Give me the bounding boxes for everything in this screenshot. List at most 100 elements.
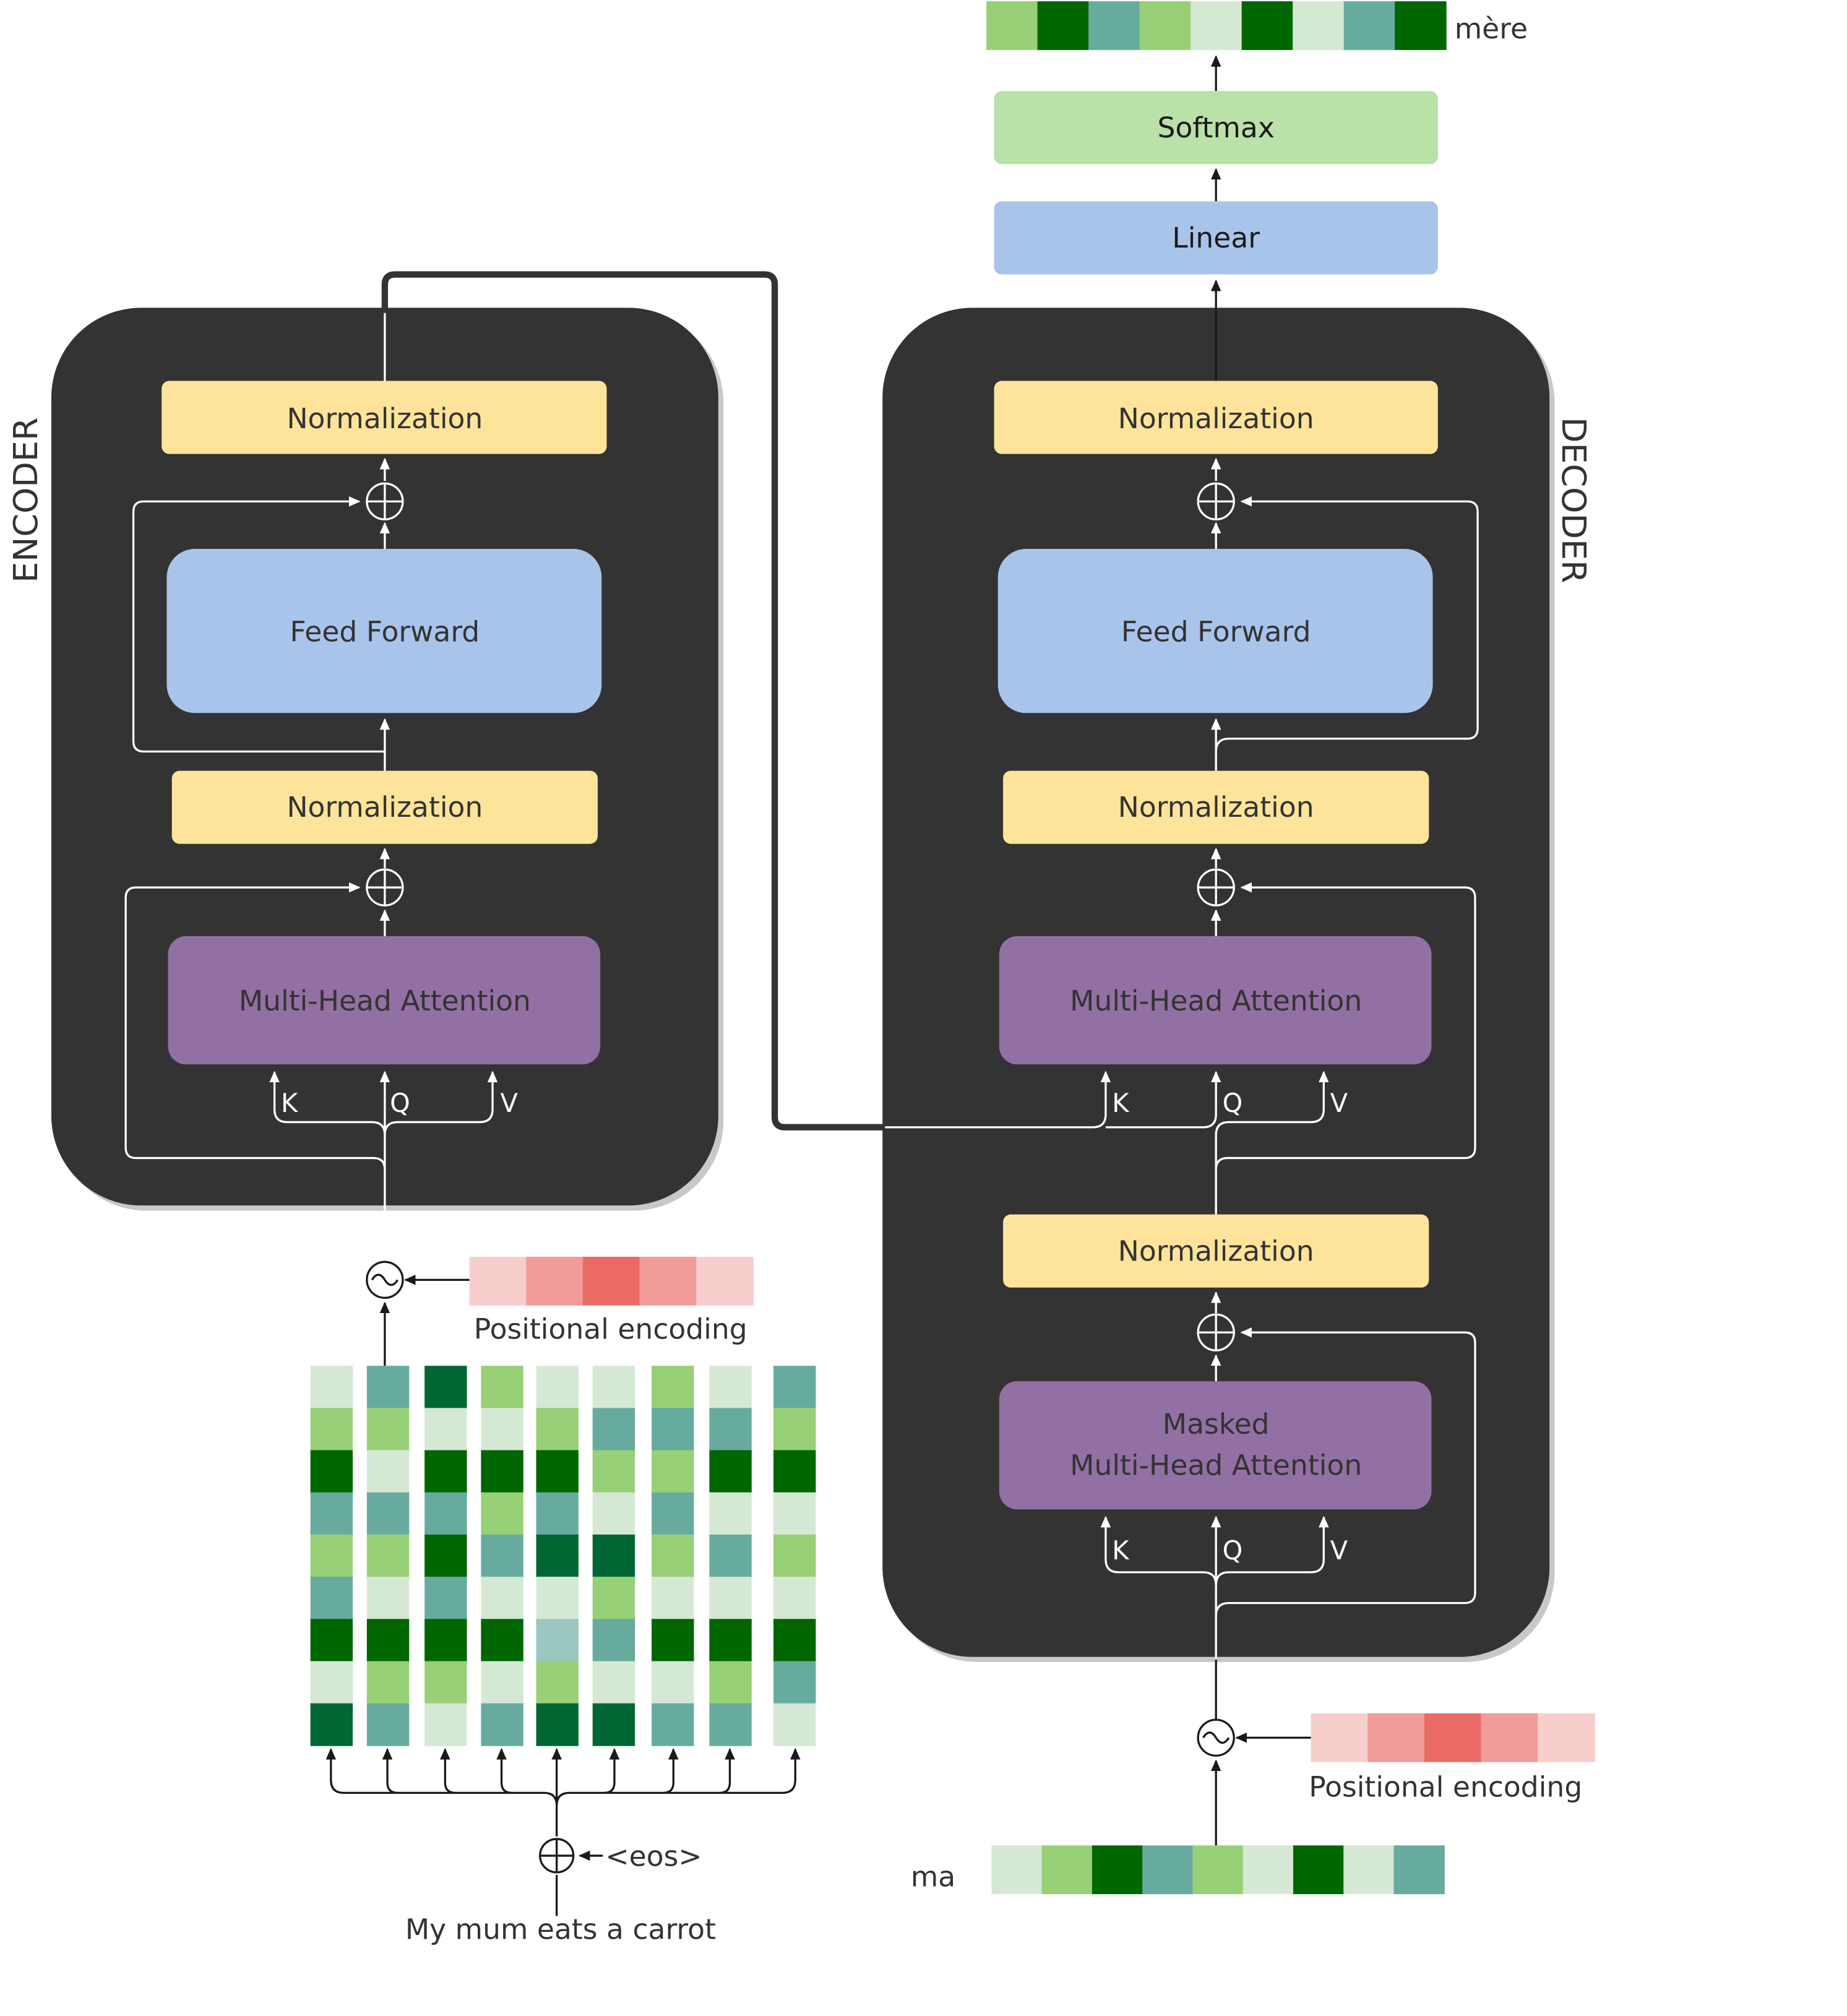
embedding-cell [481,1703,523,1746]
output-vector-cell [986,1,1038,50]
embedding-cell [592,1661,635,1704]
embedding-cell [592,1366,635,1409]
embedding-cell [536,1577,579,1620]
encoder-attention-label: Multi-Head Attention [239,984,531,1017]
embedding-cell [310,1408,353,1451]
decoder-positional-cell [1538,1713,1595,1762]
decoder-norm-mid-box [1003,770,1429,844]
decoder-input-cell [1393,1845,1445,1895]
embedding-cell [481,1534,523,1577]
embedding-cell [536,1661,579,1704]
decoder-add-circle-low [1197,1313,1235,1352]
embedding-cell [773,1619,816,1662]
eos-add-circle [539,1838,575,1874]
embedding-cell [773,1450,816,1493]
decoder-input-vector [991,1845,1445,1895]
embedding-cell [366,1619,410,1662]
embedding-cell [592,1619,635,1662]
embedding-cell [310,1619,353,1662]
embedding-cell [424,1450,467,1493]
embedding-cell [773,1703,816,1746]
embedding-cell [652,1492,694,1535]
output-vector-cell [1139,1,1192,50]
embedding-cell [366,1577,410,1620]
embedding-cell [310,1366,353,1409]
decoder-side-label: DECODER [1554,417,1593,583]
decoder-masked-q-label: Q [1223,1536,1243,1566]
decoder-sum-circle [1197,1718,1235,1757]
decoder-norm-top-label: Normalization [1118,402,1314,435]
embedding-cell [536,1534,579,1577]
embedding-cell [536,1366,579,1409]
decoder-input-cell [991,1845,1043,1895]
decoder-input-cell [1343,1845,1395,1895]
encoder-positional-vector [469,1257,754,1306]
embedding-cell [481,1577,523,1620]
eos-token: <eos> [605,1840,702,1872]
encoder-positional-cell [639,1257,697,1306]
embedding-cell [424,1366,467,1409]
decoder-positional-cell [1367,1713,1425,1762]
embedding-cell [366,1450,410,1493]
embedding-cell [310,1492,353,1535]
embedding-cell [481,1450,523,1493]
embedding-cell [709,1366,752,1409]
encoder-norm-mid-box [171,770,598,844]
encoder-k-label: K [281,1088,299,1118]
embedding-cell [424,1661,467,1704]
encoder-wiring [124,312,498,1267]
embedding-cell [709,1661,752,1704]
embedding-cell [652,1366,694,1409]
embedding-matrix [310,1366,816,1746]
embedding-fan [325,1747,801,1916]
decoder-q-label: Q [1223,1088,1243,1118]
encoder-positional-cell [469,1257,527,1306]
encoder-output-connection [381,271,885,1131]
softmax-label: Softmax [1158,111,1275,144]
encoder-q-label: Q [390,1088,410,1118]
embedding-cell [652,1703,694,1746]
embedding-cell [592,1577,635,1620]
output-vector-cell [1241,1,1294,50]
decoder-norm-low-box [1003,1214,1429,1288]
embedding-cell [773,1492,816,1535]
embedding-cell [592,1492,635,1535]
output-vector-cell [1190,1,1242,50]
embedding-cell [481,1661,523,1704]
decoder-positional-cell [1311,1713,1369,1762]
encoder-norm-mid-label: Normalization [286,791,483,824]
decoder-k-label: K [1112,1088,1130,1118]
embedding-cell [310,1703,353,1746]
output-word: mère [1455,12,1528,45]
decoder-input-cell [1293,1845,1345,1895]
output-vector-cell [1293,1,1345,50]
output-vector-cell [1037,1,1090,50]
embedding-cell [709,1450,752,1493]
embedding-cell [652,1408,694,1451]
embedding-cell [709,1619,752,1662]
decoder-masked-k-label: K [1112,1536,1130,1566]
decoder-v-label: V [1330,1088,1348,1118]
encoder-input-sentence: My mum eats a carrot [405,1913,716,1946]
embedding-cell [773,1661,816,1704]
embedding-cell [709,1408,752,1451]
embedding-cell [536,1703,579,1746]
embedding-cell [310,1450,353,1493]
embedding-cell [773,1534,816,1577]
embedding-cell [592,1534,635,1577]
encoder-add-circle-top [366,482,404,521]
decoder-input-cell [1192,1845,1244,1895]
embedding-cell [310,1661,353,1704]
embedding-cell [366,1408,410,1451]
encoder-add-circle-bottom [366,868,404,907]
encoder-norm-top-box [161,381,607,454]
embedding-cell [366,1366,410,1409]
encoder-sum-circle [366,1260,404,1299]
embedding-cell [652,1534,694,1577]
decoder-masked-label-line2: Multi-Head Attention [1070,1449,1362,1481]
embedding-cell [424,1408,467,1451]
embedding-cell [652,1450,694,1493]
embedding-cell [366,1492,410,1535]
